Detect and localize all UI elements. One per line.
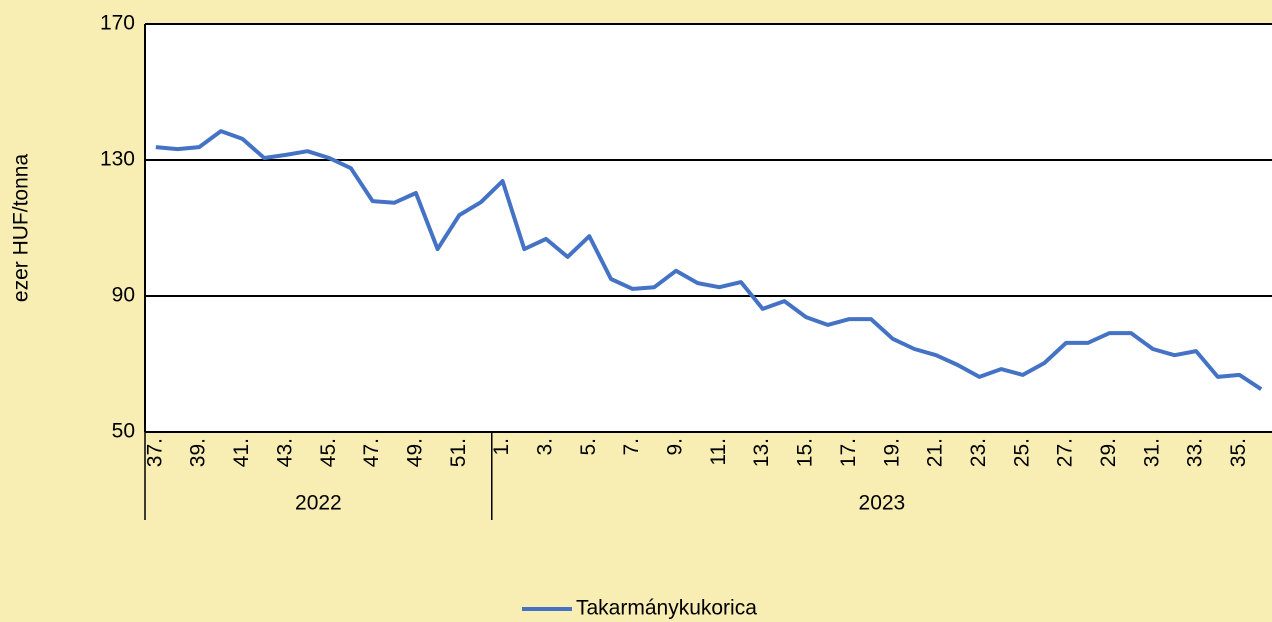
y-tick-label: 130	[100, 148, 135, 171]
x-tick-label: 11.	[707, 438, 730, 466]
y-tick-label: 50	[112, 420, 135, 443]
x-tick-label: 33.	[1184, 438, 1207, 467]
x-tick-label: 19.	[880, 438, 903, 467]
x-tick-label: 17.	[837, 438, 860, 467]
x-tick-label: 3.	[533, 438, 556, 456]
x-tick-label: 21.	[924, 438, 947, 467]
x-tick-label: 37.	[143, 438, 166, 467]
x-tick-label: 1.	[490, 438, 513, 456]
y-axis-label: ezer HUF/tonna	[10, 154, 33, 303]
x-tick-label: 29.	[1097, 438, 1120, 467]
y-tick-label: 90	[112, 284, 135, 307]
x-tick-label: 31.	[1140, 438, 1163, 467]
x-tick-label: 5.	[577, 438, 600, 456]
x-tick-label: 51.	[447, 438, 470, 467]
y-tick-label: 170	[100, 12, 135, 35]
x-tick-label: 7.	[620, 438, 643, 456]
x-tick-label: 41.	[230, 438, 253, 467]
plot-area	[145, 24, 1272, 432]
line-series	[155, 129, 1263, 391]
x-tick-label: 9.	[664, 438, 687, 456]
x-tick-label: 43.	[273, 438, 296, 467]
x-tick-label: 15.	[794, 438, 817, 467]
x-tick-label: 45.	[317, 438, 340, 467]
group-label: 2022	[295, 492, 342, 515]
x-tick-label: 49.	[403, 438, 426, 467]
x-tick-label: 23.	[967, 438, 990, 467]
legend-label: Takarmánykukorica	[576, 597, 757, 620]
x-tick-label: 35.	[1227, 438, 1250, 467]
x-tick-label: 25.	[1010, 438, 1033, 467]
group-label: 2023	[859, 492, 906, 515]
x-tick-label: 27.	[1054, 438, 1077, 467]
x-tick-label: 39.	[187, 438, 210, 467]
x-tick-label: 47.	[360, 438, 383, 467]
x-tick-label: 13.	[750, 438, 773, 467]
